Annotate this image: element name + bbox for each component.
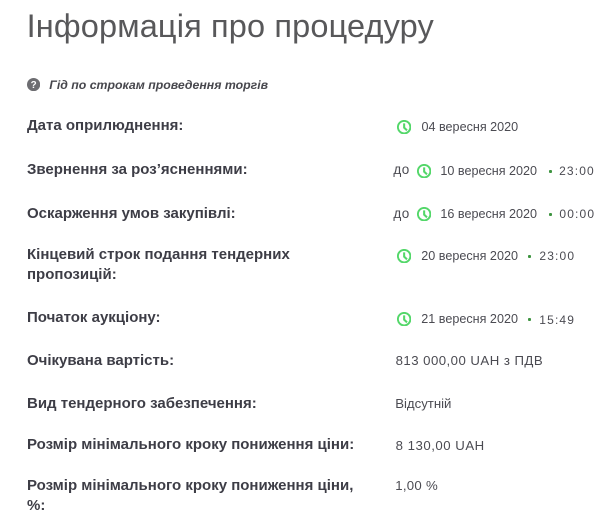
svg-text:?: ? bbox=[31, 80, 37, 91]
